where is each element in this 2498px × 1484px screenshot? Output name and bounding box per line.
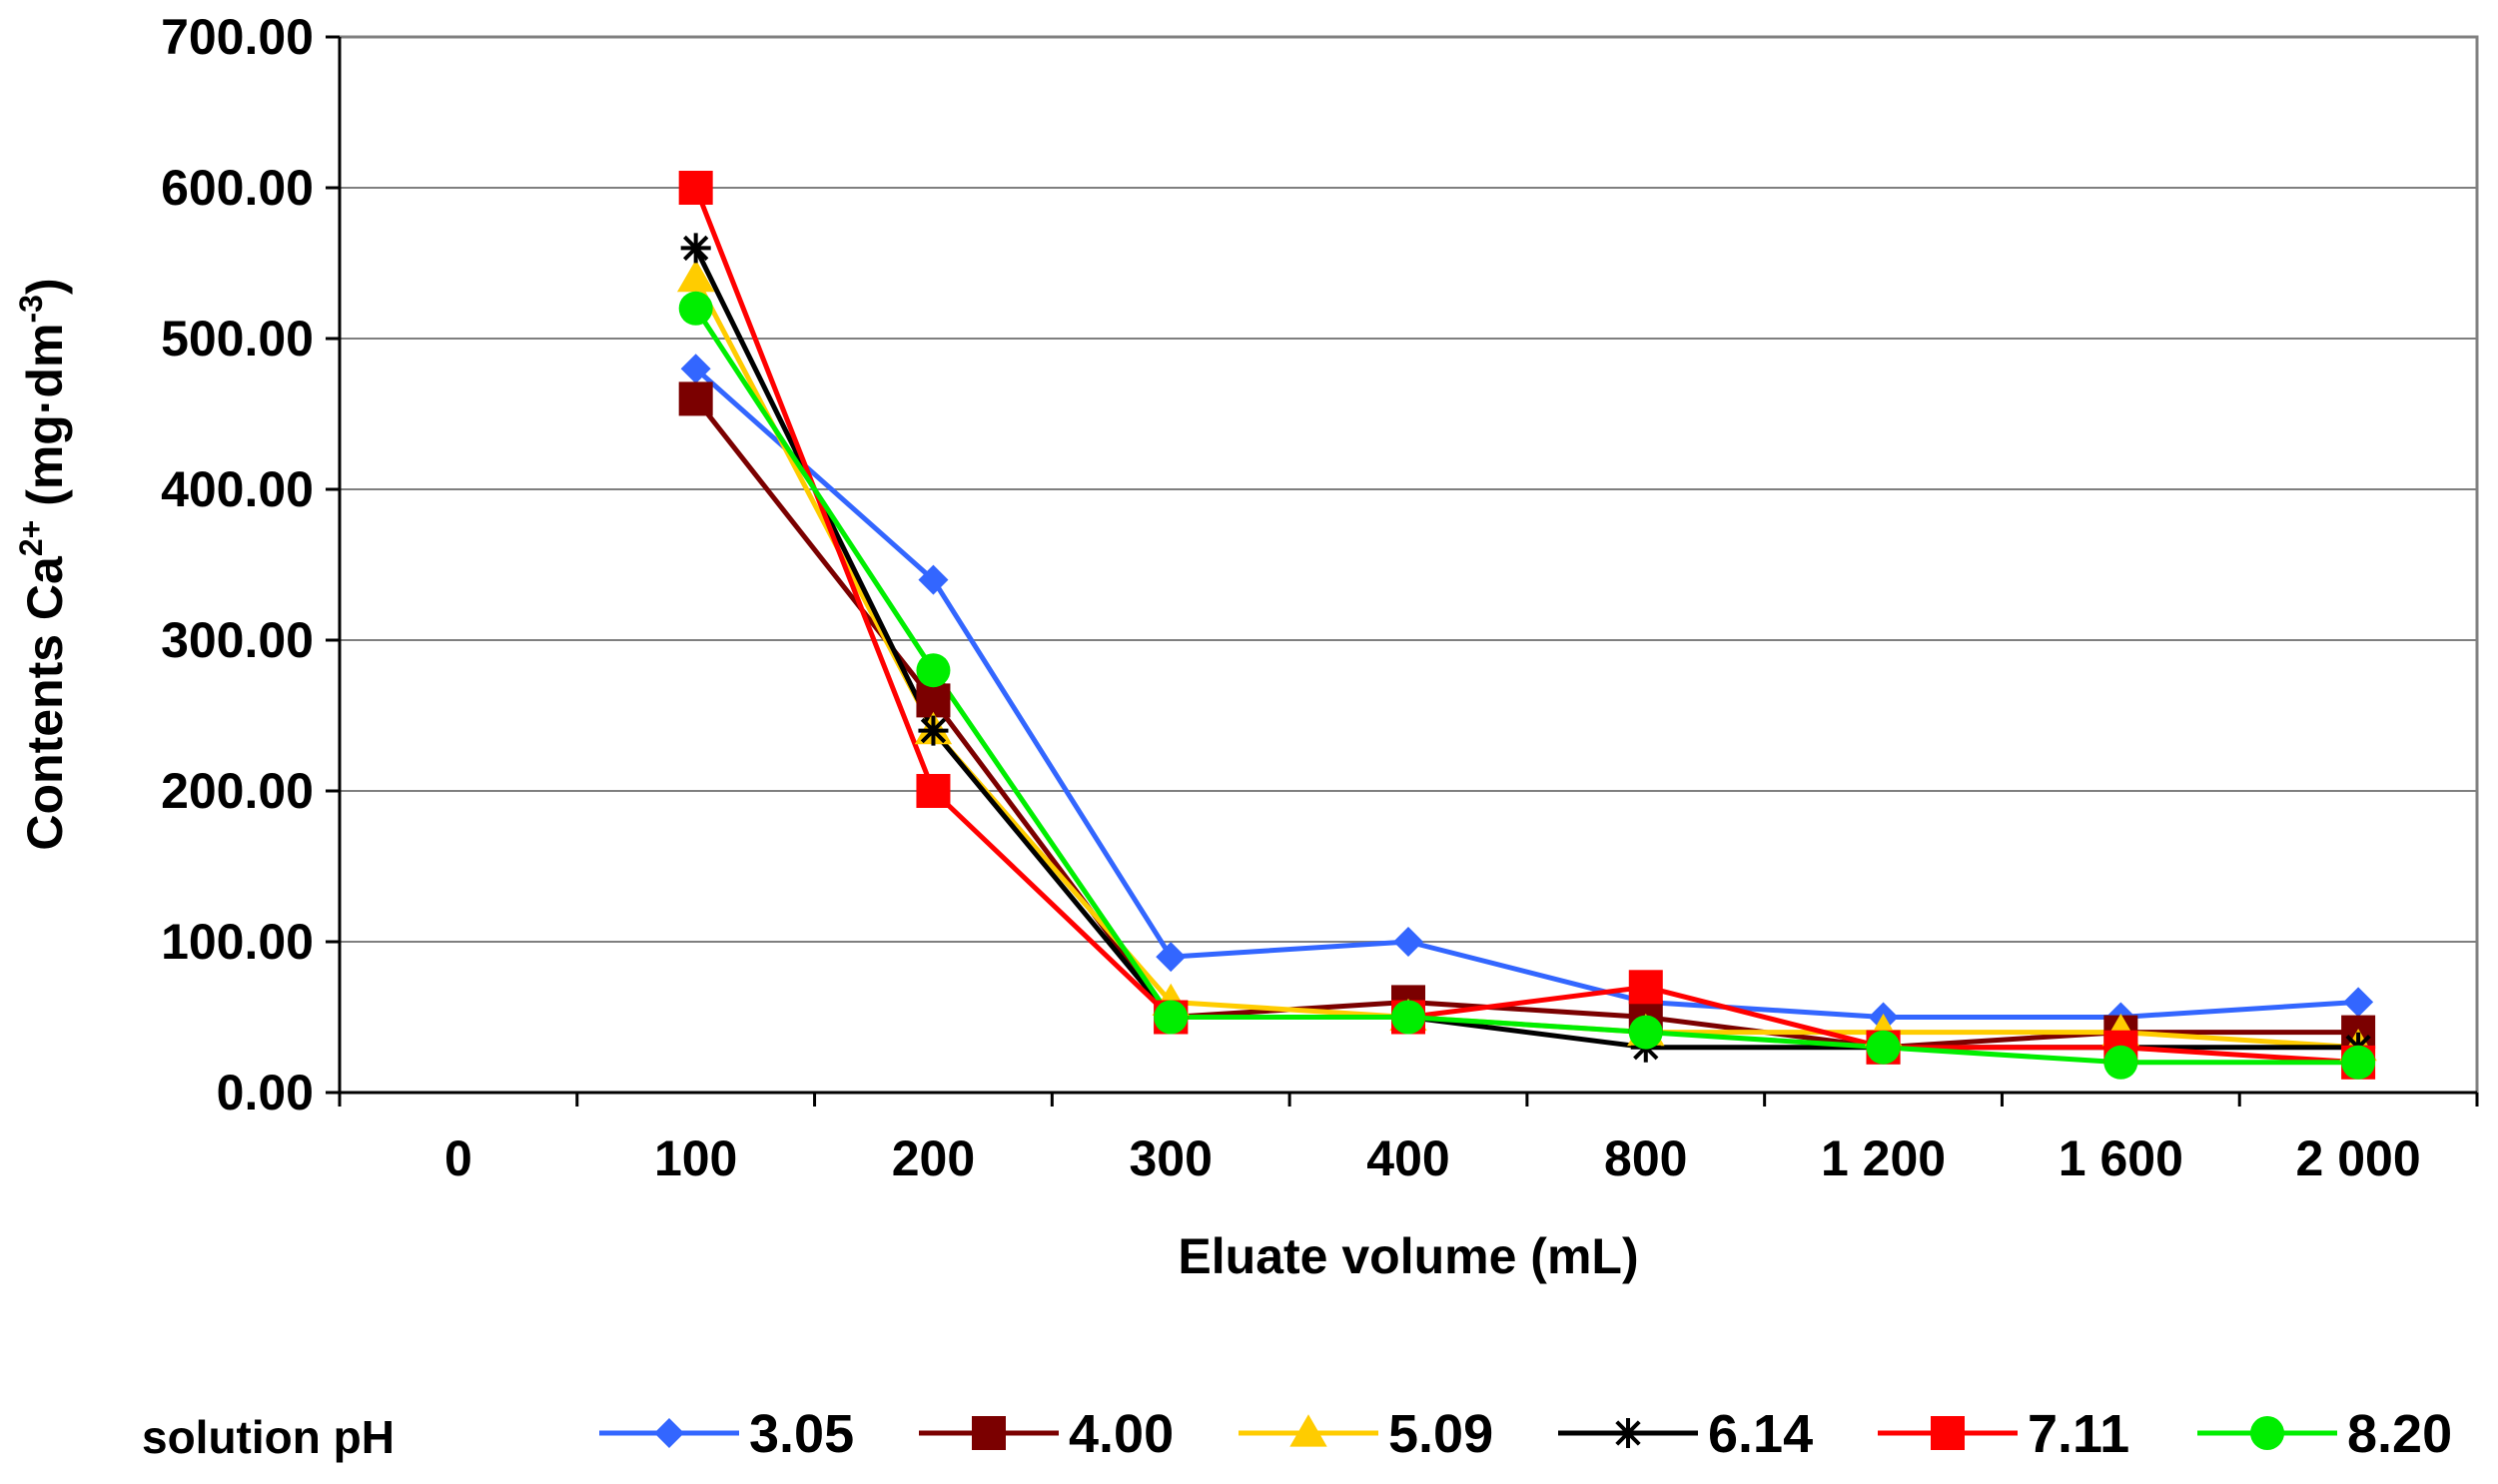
- y-tick-label: 300.00: [161, 612, 314, 668]
- data-point-7-11: [1628, 970, 1663, 1005]
- x-tick-label: 0: [444, 1130, 472, 1186]
- legend-item-4-00: 4.00: [919, 1404, 1174, 1464]
- axes: [326, 35, 2479, 1107]
- legend-item-7-11: 7.11: [1878, 1404, 2129, 1464]
- data-point-3-05: [1156, 942, 1187, 973]
- legend-label: 6.14: [1708, 1404, 1813, 1464]
- data-point-6-14: [680, 233, 711, 264]
- x-tick-label: 300: [1130, 1130, 1213, 1186]
- series-line-7-11: [693, 187, 2359, 1066]
- data-point-8-20: [1866, 1030, 1901, 1065]
- data-point-8-20: [916, 653, 951, 688]
- data-point-3-05: [1393, 927, 1423, 957]
- x-tick-labels: 0 100 200 300 400 800 1 200 1 600 2 000: [444, 1130, 2421, 1186]
- legend-swatch-marker: [1289, 1414, 1327, 1447]
- legend-label: 8.20: [2347, 1404, 2452, 1464]
- legend-swatch-marker: [1613, 1418, 1643, 1448]
- legend-item-3-05: 3.05: [599, 1404, 854, 1464]
- data-point-3-05: [2343, 987, 2374, 1018]
- x-tick-label: 100: [654, 1130, 737, 1186]
- data-point-8-20: [2103, 1045, 2138, 1080]
- series-lines: [693, 187, 2359, 1066]
- y-axis-title-prefix: Contents Ca: [17, 555, 73, 851]
- data-point-3-05: [680, 354, 711, 384]
- x-tick-label: 2 000: [2296, 1130, 2421, 1186]
- legend-title: solution pH: [142, 1411, 395, 1463]
- y-axis-title-suffix: ): [17, 278, 73, 295]
- y-axis-title-sup2: -3: [13, 295, 49, 323]
- gridlines: [340, 187, 2477, 943]
- series-line-8-20: [693, 307, 2359, 1066]
- data-point-7-11: [916, 774, 951, 808]
- legend-swatch-marker: [2250, 1416, 2284, 1450]
- series-line-4-00: [693, 396, 2359, 1051]
- legend-swatch-marker: [1931, 1416, 1965, 1450]
- data-point-8-20: [1154, 1000, 1189, 1035]
- y-tick-label: 700.00: [161, 9, 314, 65]
- data-point-8-20: [1628, 1015, 1663, 1050]
- legend-swatch-marker: [654, 1418, 684, 1448]
- x-tick-label: 1 200: [1821, 1130, 1946, 1186]
- data-point-6-14: [918, 715, 949, 746]
- data-point-4-00: [678, 381, 713, 416]
- legend-swatch-marker: [972, 1416, 1006, 1450]
- y-tick-label: 0.00: [217, 1065, 314, 1120]
- legend-label: 5.09: [1388, 1404, 1493, 1464]
- legend: solution pH 3.05 4.00 5.09 6.14 7.11 8.20: [142, 1404, 2452, 1464]
- x-tick-label: 400: [1366, 1130, 1449, 1186]
- data-point-5-09: [676, 259, 715, 293]
- data-point-8-20: [678, 291, 713, 326]
- data-point-8-20: [1391, 1000, 1425, 1035]
- data-point-8-20: [2341, 1045, 2376, 1080]
- y-axis-title: Contents Ca2+ (mg·dm-3): [13, 278, 73, 850]
- legend-label: 3.05: [749, 1404, 854, 1464]
- y-tick-label: 200.00: [161, 763, 314, 819]
- legend-label: 4.00: [1069, 1404, 1174, 1464]
- y-tick-labels: 0.00 100.00 200.00 300.00 400.00 500.00 600.00…: [161, 9, 314, 1120]
- data-point-4-00: [916, 683, 951, 718]
- y-tick-label: 500.00: [161, 311, 314, 367]
- y-axis-title-sup: 2+: [13, 520, 49, 556]
- legend-item-5-09: 5.09: [1239, 1404, 1493, 1464]
- data-point-7-11: [678, 171, 713, 205]
- plot-area-border: [338, 35, 2479, 1095]
- y-tick-label: 400.00: [161, 461, 314, 517]
- x-axis-title: Eluate volume (mL): [1178, 1228, 1638, 1284]
- x-tick-label: 1 600: [2059, 1130, 2183, 1186]
- y-tick-label: 600.00: [161, 160, 314, 216]
- series-markers: [676, 171, 2377, 1080]
- x-tick-label: 800: [1604, 1130, 1687, 1186]
- y-tick-label: 100.00: [161, 914, 314, 970]
- legend-item-6-14: 6.14: [1558, 1404, 1813, 1464]
- y-axis-title-middle: (mg·dm: [17, 323, 73, 519]
- series-line-3-05: [694, 367, 2359, 1020]
- x-tick-label: 200: [892, 1130, 975, 1186]
- legend-item-8-20: 8.20: [2197, 1404, 2452, 1464]
- legend-label: 7.11: [2028, 1404, 2129, 1464]
- data-point-3-05: [918, 564, 949, 595]
